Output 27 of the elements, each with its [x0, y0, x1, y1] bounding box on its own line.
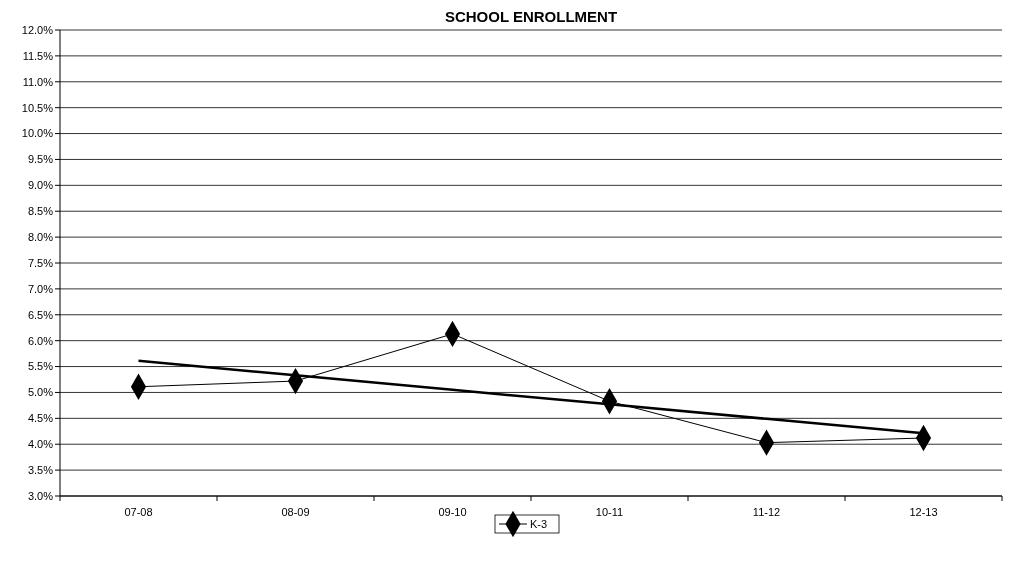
chart-title: SCHOOL ENROLLMENT [444, 8, 618, 25]
y-tick-label: 4.5% [27, 412, 54, 425]
y-tick-label: 8.5% [27, 205, 54, 218]
x-tick-label: 10-11 [595, 506, 624, 518]
y-tick-label: 3.5% [27, 463, 54, 476]
x-tick-label: 09-10 [438, 506, 467, 518]
y-tick-label: 6.5% [27, 308, 54, 321]
y-tick-label: 9.5% [27, 153, 54, 166]
y-tick-label: 7.0% [27, 282, 54, 295]
legend-label: K-3 [530, 517, 548, 530]
y-tick-label: 3.0% [27, 489, 54, 502]
x-tick-label: 07-08 [124, 506, 153, 518]
y-tick-label: 5.5% [27, 360, 54, 373]
x-tick-label: 12-13 [909, 506, 938, 518]
y-tick-label: 11.5% [22, 49, 54, 62]
x-tick-label: 11-12 [752, 506, 781, 518]
y-tick-label: 10.5% [21, 101, 54, 114]
y-tick-label: 4.0% [27, 438, 54, 451]
x-tick-label: 08-09 [281, 506, 310, 518]
y-tick-label: 7.5% [27, 256, 54, 269]
y-tick-label: 10.0% [21, 127, 54, 140]
y-tick-label: 12.0% [21, 23, 54, 36]
y-tick-label: 9.0% [27, 179, 54, 192]
y-tick-label: 5.0% [27, 386, 54, 399]
y-tick-label: 8.0% [27, 230, 54, 243]
y-tick-label: 6.0% [27, 334, 54, 347]
y-tick-label: 11.0% [22, 75, 54, 88]
